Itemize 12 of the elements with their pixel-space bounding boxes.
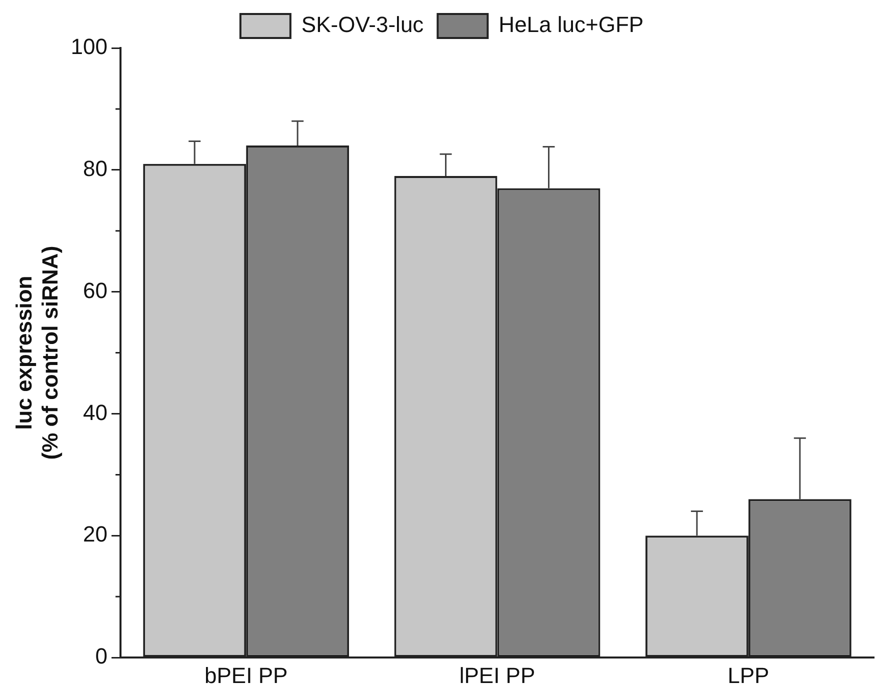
legend-label: HeLa luc+GFP (498, 12, 644, 38)
y-tick-label: 20 (83, 522, 108, 547)
x-tick-label: bPEI PP (204, 662, 288, 688)
y-tick-label: 100 (70, 34, 108, 60)
y-tick-label: 80 (83, 156, 108, 181)
y-tick-label: 0 (95, 644, 108, 669)
y-tick-label: 60 (83, 278, 108, 303)
x-tick-label: lPEI PP (459, 662, 536, 688)
x-tick-label: LPP (728, 662, 770, 688)
legend-label: SK-OV-3-luc (301, 12, 424, 38)
y-axis-title: luc expression (% of control siRNA) (11, 246, 63, 460)
y-tick-label: 40 (83, 400, 108, 425)
